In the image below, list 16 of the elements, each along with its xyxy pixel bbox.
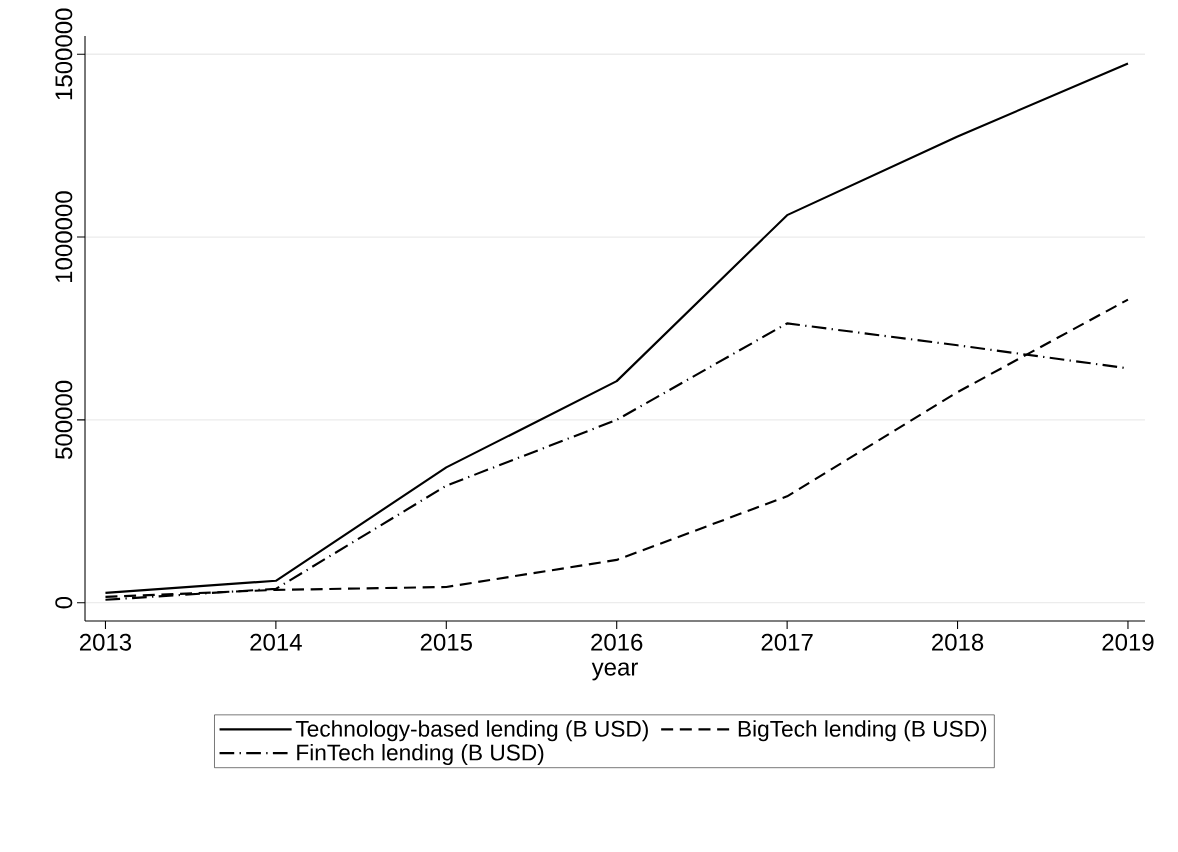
x-tick-label: 2018 <box>932 633 984 651</box>
x-tick-label: 2017 <box>761 633 813 651</box>
legend-label: FinTech lending (B USD) <box>297 743 544 766</box>
legend-label: BigTech lending (B USD) <box>738 720 987 742</box>
x-tick-label: 2013 <box>79 633 132 651</box>
line-series <box>104 62 1130 594</box>
y-tick-label: 1000000 <box>55 191 73 282</box>
x-tick-label: 2015 <box>420 633 472 651</box>
x-tick-label: 2014 <box>250 633 302 651</box>
legend-label: Technology-based lending (B USD) <box>295 720 648 742</box>
y-tick-label: 0 <box>55 596 73 609</box>
y-tick-label: 500000 <box>55 380 73 459</box>
x-axis-title: year <box>591 662 638 681</box>
x-tick-label: 2019 <box>1102 633 1154 651</box>
y-tick-label: 1500000 <box>55 8 73 100</box>
x-tick-label: 2016 <box>591 633 643 651</box>
